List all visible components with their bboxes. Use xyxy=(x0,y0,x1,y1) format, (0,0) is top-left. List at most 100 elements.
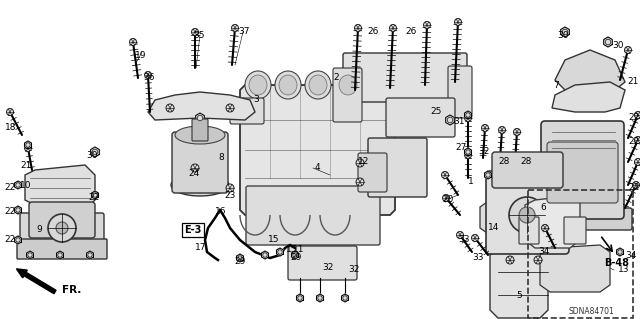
FancyBboxPatch shape xyxy=(17,239,107,259)
Text: SDNA84701: SDNA84701 xyxy=(568,308,614,316)
Circle shape xyxy=(356,178,364,186)
Text: 32: 32 xyxy=(322,263,333,272)
Circle shape xyxy=(92,149,98,155)
Text: 32: 32 xyxy=(348,265,360,275)
Polygon shape xyxy=(26,251,33,259)
FancyBboxPatch shape xyxy=(519,217,539,244)
FancyBboxPatch shape xyxy=(386,98,455,137)
Circle shape xyxy=(232,25,239,32)
Circle shape xyxy=(16,238,20,242)
Text: 30: 30 xyxy=(86,151,97,160)
Text: 36: 36 xyxy=(143,73,154,83)
Text: 20: 20 xyxy=(442,196,453,204)
FancyBboxPatch shape xyxy=(192,119,208,141)
Polygon shape xyxy=(25,165,95,210)
Circle shape xyxy=(93,193,97,197)
Ellipse shape xyxy=(335,71,361,99)
Text: 2: 2 xyxy=(333,73,339,83)
Circle shape xyxy=(293,253,297,257)
Polygon shape xyxy=(24,141,31,149)
Polygon shape xyxy=(56,251,63,259)
Circle shape xyxy=(499,127,506,133)
Circle shape xyxy=(88,253,92,257)
Ellipse shape xyxy=(339,75,357,95)
Circle shape xyxy=(465,152,472,159)
Circle shape xyxy=(238,256,242,260)
Circle shape xyxy=(28,253,32,257)
Text: 30: 30 xyxy=(612,41,623,49)
Circle shape xyxy=(263,253,268,257)
Circle shape xyxy=(634,159,640,166)
Text: 28: 28 xyxy=(520,158,531,167)
Text: 15: 15 xyxy=(268,235,280,244)
Circle shape xyxy=(534,256,542,264)
Text: 21: 21 xyxy=(627,78,638,86)
Text: 5: 5 xyxy=(516,291,522,300)
Text: 37: 37 xyxy=(238,27,250,36)
Text: 22: 22 xyxy=(4,207,15,217)
Text: 7: 7 xyxy=(553,80,559,90)
Polygon shape xyxy=(237,254,243,262)
Circle shape xyxy=(191,164,199,172)
Text: 30: 30 xyxy=(557,31,568,40)
Text: 35: 35 xyxy=(193,31,205,40)
FancyBboxPatch shape xyxy=(358,153,387,192)
Circle shape xyxy=(16,208,20,212)
Text: 33: 33 xyxy=(472,254,483,263)
Text: FR.: FR. xyxy=(62,285,81,295)
Text: 25: 25 xyxy=(430,108,442,116)
Circle shape xyxy=(16,183,20,187)
Circle shape xyxy=(390,25,397,32)
Polygon shape xyxy=(616,248,623,256)
Circle shape xyxy=(447,117,452,123)
Circle shape xyxy=(442,172,449,179)
Text: 23: 23 xyxy=(224,191,236,201)
Text: B-48: B-48 xyxy=(605,258,630,268)
FancyBboxPatch shape xyxy=(343,53,467,102)
Polygon shape xyxy=(604,37,612,47)
Circle shape xyxy=(442,195,449,202)
Text: 9: 9 xyxy=(36,226,42,234)
Circle shape xyxy=(355,25,362,32)
Circle shape xyxy=(465,115,472,122)
Text: 28: 28 xyxy=(498,158,509,167)
Circle shape xyxy=(632,182,639,189)
Polygon shape xyxy=(196,113,204,123)
Circle shape xyxy=(481,124,488,131)
Ellipse shape xyxy=(245,71,271,99)
Circle shape xyxy=(519,207,535,223)
Text: 34: 34 xyxy=(538,248,549,256)
FancyBboxPatch shape xyxy=(541,121,624,219)
Text: 26: 26 xyxy=(405,27,417,36)
Polygon shape xyxy=(561,27,570,37)
FancyBboxPatch shape xyxy=(448,66,472,118)
FancyBboxPatch shape xyxy=(246,186,380,245)
FancyBboxPatch shape xyxy=(564,217,586,244)
Text: 3: 3 xyxy=(253,95,259,105)
FancyBboxPatch shape xyxy=(230,98,264,124)
Polygon shape xyxy=(445,115,454,125)
FancyBboxPatch shape xyxy=(547,142,618,203)
Text: 22: 22 xyxy=(88,194,99,203)
Circle shape xyxy=(48,214,76,242)
Text: 17: 17 xyxy=(195,243,207,253)
Text: 14: 14 xyxy=(488,224,499,233)
Polygon shape xyxy=(317,294,323,302)
Text: 33: 33 xyxy=(458,235,470,244)
Circle shape xyxy=(466,113,470,117)
Polygon shape xyxy=(525,196,580,248)
Polygon shape xyxy=(15,181,22,189)
Text: 18: 18 xyxy=(5,123,17,132)
Text: 34: 34 xyxy=(625,250,636,259)
Text: 22: 22 xyxy=(628,137,640,146)
Text: 29: 29 xyxy=(290,254,301,263)
Circle shape xyxy=(26,143,30,147)
Circle shape xyxy=(24,145,31,152)
Circle shape xyxy=(166,104,174,112)
Circle shape xyxy=(145,71,152,78)
Circle shape xyxy=(605,39,611,45)
Polygon shape xyxy=(92,191,99,199)
Polygon shape xyxy=(540,245,610,292)
Text: 21: 21 xyxy=(20,160,31,169)
Polygon shape xyxy=(465,111,472,119)
